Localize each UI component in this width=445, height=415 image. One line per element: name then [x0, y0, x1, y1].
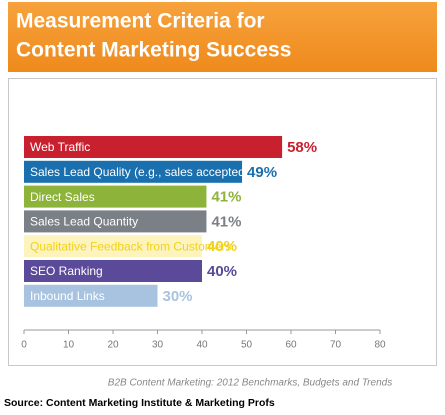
- bar: [24, 260, 202, 282]
- x-tick-label: 60: [285, 340, 297, 351]
- x-tick-label: 50: [241, 340, 253, 351]
- category-label: Web Traffic: [30, 140, 90, 154]
- x-tick-label: 70: [330, 340, 342, 351]
- category-label: SEO Ranking: [30, 264, 103, 278]
- value-label: 30%: [163, 288, 193, 305]
- chart-title: Content Marketing Success: [16, 39, 291, 62]
- value-label: 41%: [211, 189, 241, 206]
- bar: [24, 210, 207, 233]
- category-label: Inbound Links: [30, 289, 105, 303]
- value-label: 40%: [207, 238, 237, 255]
- x-tick-label: 0: [21, 340, 27, 351]
- value-label: 40%: [207, 263, 237, 280]
- chart-title: Measurement Criteria for: [16, 10, 265, 33]
- x-tick-label: 30: [152, 340, 164, 351]
- x-tick-label: 80: [374, 340, 386, 351]
- category-label: Qualitative Feedback from Customers: [30, 239, 231, 253]
- bar: [24, 136, 283, 158]
- header-box: [8, 2, 437, 72]
- bar: [24, 160, 243, 183]
- category-label: Sales Lead Quantity: [30, 215, 138, 229]
- value-label: 58%: [287, 139, 317, 156]
- category-label: Direct Sales: [30, 190, 95, 204]
- category-label: Sales Lead Quality (e.g., sales accepted…: [30, 165, 281, 179]
- x-tick-label: 20: [107, 340, 119, 351]
- value-label: 41%: [211, 213, 241, 230]
- value-label: 49%: [247, 164, 277, 181]
- bar: [24, 284, 158, 307]
- subtitle: B2B Content Marketing: 2012 Benchmarks, …: [108, 378, 392, 389]
- source: Source: Content Marketing Institute & Ma…: [4, 397, 275, 409]
- bar: [24, 185, 207, 208]
- x-tick-label: 40: [196, 340, 208, 351]
- bar: [24, 235, 202, 258]
- x-tick-label: 10: [63, 340, 75, 351]
